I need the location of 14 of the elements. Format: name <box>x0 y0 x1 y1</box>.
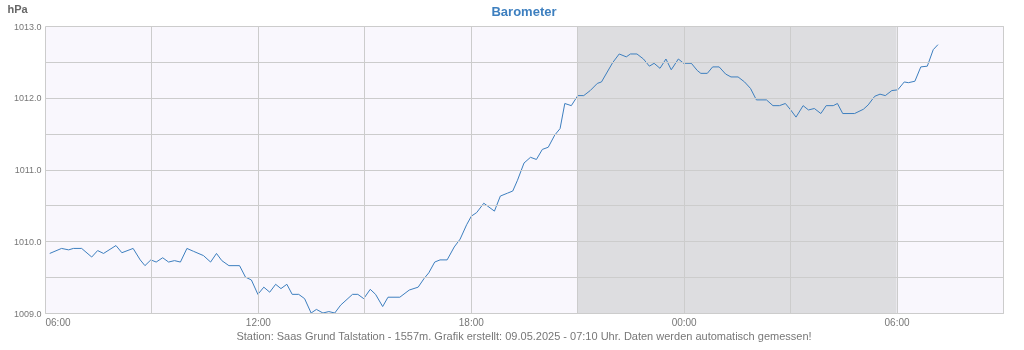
line-series <box>49 44 939 314</box>
x-tick-label: 06:00 <box>884 316 910 328</box>
x-tick-label: 06:00 <box>45 316 71 328</box>
y-tick-label: 1010.0 <box>13 236 42 247</box>
x-tick-label: 12:00 <box>245 316 272 328</box>
y-tick-label: 1012.0 <box>13 93 42 104</box>
chart-title: Barometer <box>491 4 557 19</box>
x-tick-label: 18:00 <box>458 316 485 328</box>
y-tick-label: 1009.0 <box>13 308 42 319</box>
y-tick-label: 1011.0 <box>14 165 42 175</box>
y-tick-label: 1013.0 <box>13 21 42 32</box>
y-axis-title: hPa <box>7 2 29 15</box>
x-tick-label: 00:00 <box>671 316 698 328</box>
text: Station: Saas Grund Talstation - 1557m. Grafik erstellt: 09.05.2025 - 07:10 Uhr. Daten werden automatisch gemessen! <box>236 330 812 342</box>
